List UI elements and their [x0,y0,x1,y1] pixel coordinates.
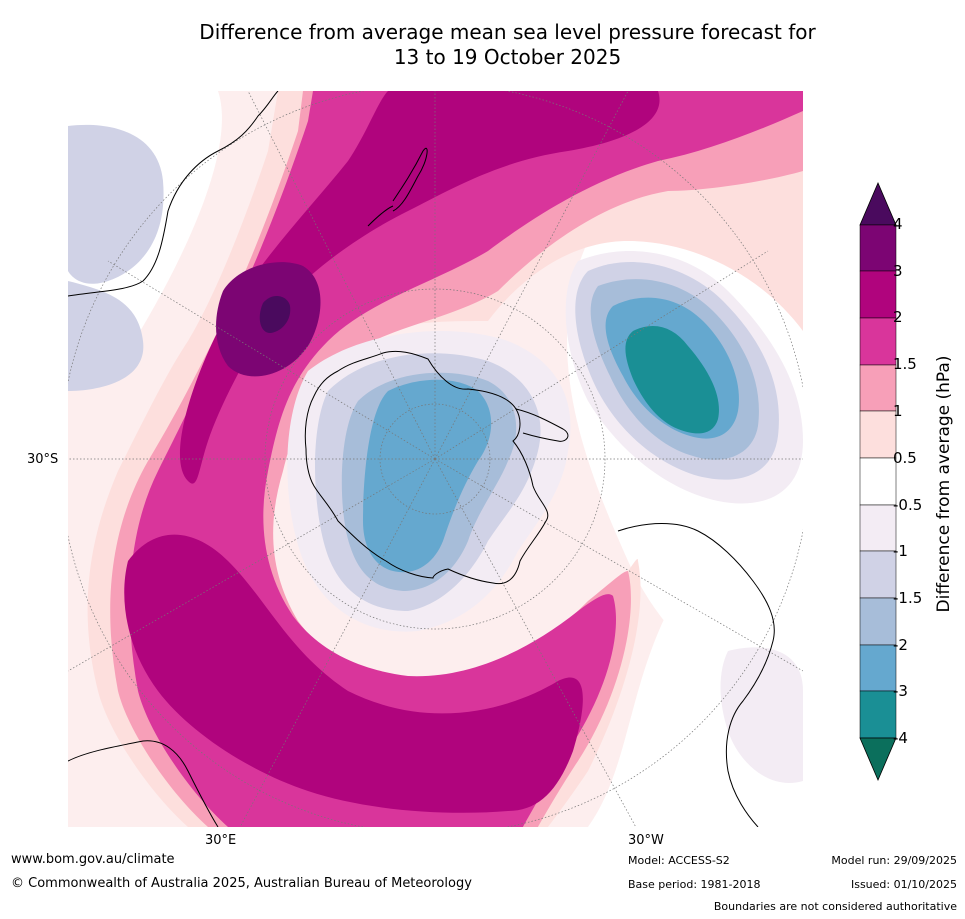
legend-band-2-3 [859,270,897,319]
coast-new-zealand [367,148,428,227]
legend-title: Difference from average (hPa) [934,355,954,613]
title-line-2: 13 to 19 October 2025 [393,45,622,69]
footer-base-period: Base period: 1981-2018 [628,878,761,891]
legend-colorbar [859,181,897,782]
coastlines [68,91,775,827]
footer-issued: Issued: 01/10/2025 [850,878,957,891]
legend-band-1_5-2 [859,317,897,366]
legend-band-m0_5-0_5 [859,457,897,506]
footer-copyright: © Commonwealth of Australia 2025, Austra… [11,876,472,891]
graticule-meridian-6 [239,458,436,827]
footer-model-run: Model run: 29/09/2025 [831,854,957,867]
legend-tick: 2 [893,308,903,326]
anomaly-pos-ring-3-southwest [124,534,583,813]
legend-tick: 4 [893,215,903,233]
graticule-meridian-11 [434,458,803,672]
graticule-circle-inner [379,403,491,515]
chart-title: Difference from average mean sea level p… [0,20,965,70]
coast-australia [68,91,279,297]
graticule [68,91,803,827]
map-canvas [68,91,803,827]
graticule-meridian-4 [107,260,436,460]
legend-tick: -3 [893,682,908,700]
legend-tick: -1 [893,542,908,560]
anomaly-neg-antarctica-strong [363,379,492,573]
title-line-1: Difference from average mean sea level p… [199,20,816,44]
legend-tick: -4 [893,729,908,747]
legend-tick: -2 [893,636,908,654]
graticule-meridian-9 [434,91,629,460]
legend-band-m1-m0_5 [859,504,897,552]
legend-band-m2-m1_5 [859,597,897,646]
graticule-circle-60s [264,288,606,630]
coast-antarctic-peninsula [515,408,569,442]
legend-tick: -0.5 [893,496,923,514]
legend-triangle-top [859,181,897,226]
anomaly-light-neg-southeast [720,647,803,783]
legend-band-m4-m3 [859,690,897,739]
legend-tick: -1.5 [893,589,923,607]
graticule-meridian-10 [68,458,436,672]
coast-south-america [617,523,775,827]
graticule-meridian-5 [434,250,769,460]
legend-tick: 0.5 [893,449,917,467]
footer-model: Model: ACCESS-S2 [628,854,730,867]
lon-label-30w: 30°W [628,833,664,848]
legend-band-m1_5-m1 [859,550,897,599]
graticule-meridian-7 [434,458,637,827]
anomaly-light-neg-west [68,124,164,284]
anomaly-neg-east-4 [625,326,719,434]
footer-disclaimer: Boundaries are not considered authoritat… [713,900,957,913]
legend-band-3-4 [859,224,897,272]
footer-website-link[interactable]: www.bom.gov.au/climate [11,852,175,867]
pressure-anomaly-map [68,91,803,827]
lat-label-30s: 30°S [27,452,59,467]
legend-tick: 1 [893,402,903,420]
legend-tick: 3 [893,262,903,280]
graticule-meridian-8 [247,91,436,460]
coast-antarctica [304,350,549,585]
anomaly-light-neg-west2 [68,281,144,391]
legend-tick: 1.5 [893,355,917,373]
legend-band-m3-m2 [859,644,897,692]
legend-band-0_5-1 [859,410,897,459]
anomaly-pos-peak [259,295,291,334]
coast-africa [68,740,219,827]
legend-triangle-bottom [859,737,897,782]
lon-label-30e: 30°E [205,833,237,848]
legend-band-1-1_5 [859,364,897,412]
